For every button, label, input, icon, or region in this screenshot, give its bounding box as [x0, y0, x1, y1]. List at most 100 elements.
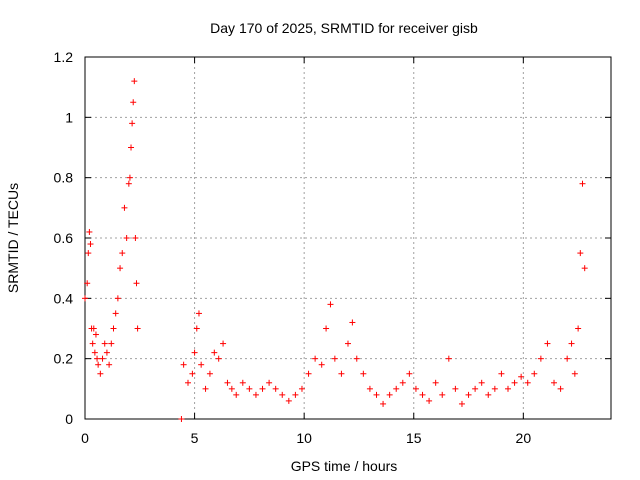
data-point [312, 355, 319, 362]
data-point [85, 250, 92, 257]
data-point [318, 361, 325, 368]
data-point [224, 379, 231, 386]
data-point [366, 385, 373, 392]
y-tick-label: 1.2 [54, 49, 74, 65]
data-point [298, 385, 305, 392]
data-point [323, 325, 330, 332]
y-tick-label: 0.6 [54, 230, 74, 246]
data-point [458, 400, 465, 407]
y-tick-labels: 0 0.2 0.4 0.6 0.8 1 1.2 [54, 49, 74, 427]
data-point [106, 361, 113, 368]
data-point [511, 379, 518, 386]
data-point [439, 391, 446, 398]
data-point [133, 280, 140, 287]
data-point [92, 331, 99, 338]
data-points [82, 78, 588, 422]
grid-lines [85, 57, 611, 419]
data-point [557, 385, 564, 392]
y-tick-label: 0.2 [54, 351, 74, 367]
data-point [252, 391, 259, 398]
data-point [380, 400, 387, 407]
data-point [189, 370, 196, 377]
data-point [419, 391, 426, 398]
y-axis-label: SRMTID / TECUs [5, 183, 21, 293]
data-point [575, 325, 582, 332]
data-point [112, 310, 119, 317]
data-point [465, 391, 472, 398]
data-point [94, 355, 101, 362]
chart-title: Day 170 of 2025, SRMTID for receiver gis… [210, 20, 478, 36]
data-point [125, 180, 132, 187]
data-point [327, 301, 334, 308]
data-point [97, 370, 104, 377]
data-point [211, 349, 218, 356]
data-point [193, 325, 200, 332]
data-point [478, 379, 485, 386]
data-point [491, 385, 498, 392]
data-point [406, 370, 413, 377]
y-tick-label: 0 [65, 411, 73, 427]
data-point [103, 349, 110, 356]
x-tick-label: 15 [406, 430, 422, 446]
data-point [239, 379, 246, 386]
data-point [131, 78, 138, 85]
data-point [202, 385, 209, 392]
data-point [349, 319, 356, 326]
data-point [537, 355, 544, 362]
data-point [564, 355, 571, 362]
data-point [215, 355, 222, 362]
data-point [373, 391, 380, 398]
data-point [121, 204, 128, 211]
data-point [178, 416, 185, 422]
data-point [544, 340, 551, 347]
data-point [279, 391, 286, 398]
data-point [292, 391, 299, 398]
data-point [386, 391, 393, 398]
data-point [132, 235, 139, 241]
data-point [99, 355, 106, 362]
data-point [246, 385, 253, 392]
data-point [185, 379, 192, 386]
data-point [571, 370, 578, 377]
data-point [114, 295, 121, 302]
data-point [259, 385, 266, 392]
data-point [228, 385, 235, 392]
data-point [130, 99, 137, 106]
data-point [128, 144, 135, 151]
data-point [220, 340, 227, 347]
data-point [117, 265, 124, 272]
data-point [126, 174, 133, 181]
data-point [119, 250, 126, 257]
data-point [89, 340, 96, 347]
y-tick-label: 1 [65, 109, 73, 125]
data-point [338, 370, 345, 377]
data-point [445, 355, 452, 362]
data-point [345, 340, 351, 347]
data-point [426, 397, 433, 404]
data-point [360, 370, 367, 377]
data-point [180, 361, 187, 368]
data-point [568, 340, 575, 347]
axis-ticks [84, 56, 611, 420]
data-point [531, 370, 538, 377]
data-point [452, 385, 459, 392]
data-point [191, 349, 198, 356]
x-tick-label: 0 [81, 430, 89, 446]
data-point [518, 373, 525, 380]
x-tick-label: 20 [516, 430, 532, 446]
data-point [91, 349, 98, 356]
data-point [129, 120, 136, 127]
data-point [285, 397, 292, 404]
data-point [579, 180, 586, 187]
data-point [87, 241, 94, 248]
data-point [504, 385, 511, 392]
x-tick-labels: 0 5 10 15 20 [81, 430, 531, 446]
data-point [195, 310, 202, 317]
x-axis-label: GPS time / hours [291, 458, 398, 474]
data-point [498, 370, 505, 377]
data-point [90, 325, 97, 332]
data-point [577, 250, 584, 257]
data-point [108, 340, 115, 347]
